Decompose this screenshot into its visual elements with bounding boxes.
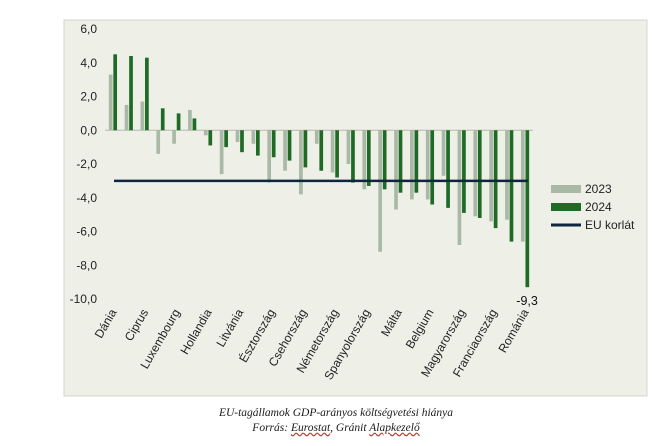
bar-2023: [425, 130, 430, 200]
bar-2024: [446, 130, 450, 208]
y-tick-label: -2,0: [76, 157, 97, 171]
bar-2024: [240, 130, 244, 153]
bar-2023: [283, 130, 287, 171]
bar-2023: [219, 130, 224, 175]
bar-2024: [414, 130, 419, 193]
bar-2024: [208, 130, 213, 146]
y-tick-label: 6,0: [80, 22, 97, 36]
caption-source-eurostat: Eurostat: [290, 422, 331, 434]
bar-2024: [382, 130, 387, 190]
bar-2023: [251, 130, 256, 144]
bar-2023: [410, 130, 414, 200]
bar-2023: [441, 130, 446, 176]
bar-2024: [398, 130, 403, 193]
bar-2023: [520, 130, 525, 242]
bar-2024: [160, 108, 165, 131]
bar-2023: [235, 130, 240, 143]
bar-2024: [319, 130, 324, 171]
bar-2024: [129, 56, 133, 131]
bar-2024: [271, 130, 276, 158]
bar-2023: [489, 130, 493, 222]
caption-source-prefix: Forrás:: [252, 422, 291, 434]
bar-2023: [330, 130, 335, 173]
y-tick-label: -6,0: [76, 225, 97, 239]
y-tick-label: -8,0: [76, 258, 97, 272]
chart: 6,0 4,0 2,0 0,0 -2,0 -4,0 -6,0 -8,0 -10,0 Dánia Ci…: [63, 19, 648, 397]
bar-2024: [525, 130, 530, 288]
caption-title-text: EU-tagállamok GDP-arányos költségvetési …: [218, 407, 454, 419]
bar-2024: [176, 113, 181, 131]
bar-2024: [303, 130, 308, 168]
bar-2023: [473, 130, 478, 217]
y-tick-label: -4,0: [76, 191, 97, 205]
chart-frame: [63, 19, 648, 397]
bar-2024: [113, 54, 118, 131]
bar-2024: [477, 130, 482, 218]
bar-2023: [140, 101, 145, 131]
bar-2023: [346, 130, 351, 164]
bar-2023: [124, 104, 129, 131]
caption-title: EU-tagállamok GDP-arányos költségvetési …: [0, 407, 672, 419]
bar-2023: [156, 130, 161, 154]
bar-2024: [430, 130, 435, 205]
bar-2024: [366, 130, 371, 186]
bar-2024: [145, 57, 149, 131]
legend-2023-swatch: [551, 185, 581, 193]
bar-2023: [108, 74, 113, 131]
bar-2024: [493, 130, 498, 229]
legend-2024-swatch: [551, 203, 581, 211]
bar-2023: [378, 130, 383, 252]
bar-2023: [188, 110, 192, 131]
bar-2023: [299, 130, 303, 195]
bar-2023: [172, 130, 176, 144]
bar-2023: [505, 130, 509, 220]
legend-2024-label: 2024: [585, 200, 612, 214]
y-tick-label: 4,0: [80, 56, 97, 70]
bar-2023: [267, 130, 272, 183]
bar-2024: [255, 130, 260, 156]
bar-2024: [351, 130, 355, 183]
y-tick-label: -10,0: [70, 292, 98, 306]
bar-2023: [457, 130, 462, 245]
bar-2023: [314, 130, 319, 144]
legend-eu-limit-label: EU korlát: [585, 218, 635, 232]
bar-2024: [224, 130, 228, 148]
data-label-romania: -9,3: [516, 294, 538, 308]
bar-2023: [203, 130, 208, 136]
bar-2024: [287, 130, 292, 161]
bar-2024: [335, 130, 339, 178]
bar-2024: [509, 130, 514, 242]
legend-2023-label: 2023: [585, 182, 612, 196]
caption-source: Forrás: Eurostat, Gránit Alapkezelő: [0, 422, 672, 434]
caption-source-middle: , Gránit: [330, 422, 370, 434]
bar-2024: [462, 130, 466, 213]
y-tick-label: 2,0: [80, 90, 97, 104]
bar-2023: [394, 130, 398, 210]
y-tick-label: 0,0: [80, 123, 97, 137]
bar-2024: [192, 118, 197, 131]
caption-source-alapkezelo: Alapkezelő: [369, 422, 420, 434]
bar-2023: [362, 130, 367, 190]
